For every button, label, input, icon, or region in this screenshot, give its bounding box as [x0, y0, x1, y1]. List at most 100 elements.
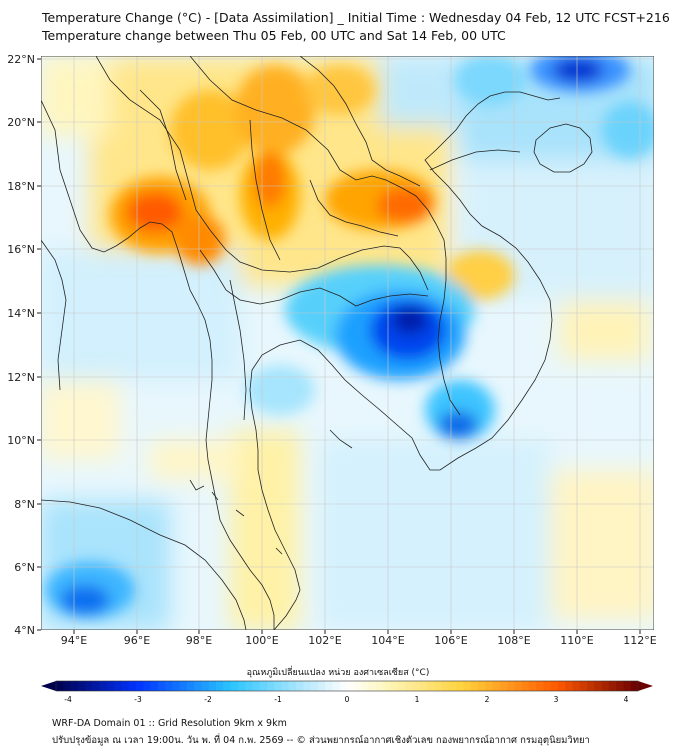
colorbar-cell [201, 681, 210, 691]
lon-label: 98°E [186, 634, 212, 647]
colorbar-cell [106, 681, 115, 691]
colorbar-cell [543, 681, 552, 691]
colorbar-cell [572, 681, 581, 691]
map-subtitle: Temperature change between Thu 05 Feb, 0… [42, 28, 506, 43]
colorbar-cell [456, 681, 464, 691]
colorbar-cell [608, 681, 617, 691]
colorbar-cell [165, 681, 173, 691]
colorbar-cell [143, 681, 151, 691]
colorbar-title: อุณหภูมิเปลี่ยนแปลง หน่วย องศาเซลเซียส (… [246, 668, 430, 678]
colorbar-cell [419, 681, 428, 691]
colorbar-cell [288, 681, 297, 691]
colorbar-cell [630, 681, 639, 691]
lat-label: 8°N [14, 498, 35, 511]
colorbar-cell [92, 681, 101, 691]
lat-label: 18°N [7, 180, 35, 193]
colorbar-cell [85, 681, 93, 691]
colorbar-cell [507, 681, 515, 691]
lon-label: 112°E [623, 634, 656, 647]
colorbar-cell [361, 681, 370, 691]
colorbar-cell [339, 681, 348, 691]
colorbar-cell [347, 681, 355, 691]
colorbar-cell [463, 681, 472, 691]
colorbar-cell [521, 681, 530, 691]
colorbar-cell [594, 681, 603, 691]
colorbar-cell [237, 681, 246, 691]
colorbar-cell [448, 681, 457, 691]
lat-label: 22°N [7, 53, 35, 66]
colorbar-cell [186, 681, 195, 691]
lat-label: 12°N [7, 371, 35, 384]
graticule [41, 56, 654, 630]
coastlines-and-borders [41, 56, 593, 630]
colorbar-cell [557, 681, 566, 691]
colorbar-cell [579, 681, 588, 691]
colorbar-cell [434, 681, 442, 691]
colorbar-cell [441, 681, 450, 691]
colorbar-cell [99, 681, 108, 691]
colorbar-cell [208, 681, 217, 691]
colorbar-cell [485, 681, 493, 691]
map-field [41, 56, 654, 630]
colorbar-cell [121, 681, 130, 691]
lat-label: 16°N [7, 243, 35, 256]
colorbar-cell [397, 681, 406, 691]
lon-label: 104°E [371, 634, 404, 647]
colorbar-outline [55, 680, 639, 692]
colorbar-cell [194, 681, 202, 691]
colorbar-cell [274, 681, 282, 691]
colorbar-cell [376, 681, 384, 691]
colorbar-cell [550, 681, 559, 691]
colorbar-cell [412, 681, 421, 691]
colorbar-cell [427, 681, 435, 691]
colorbar-cell [470, 681, 479, 691]
colorbar-cell [383, 681, 392, 691]
colorbar-cell [405, 681, 413, 691]
axis-ticks [37, 58, 641, 634]
colorbar-cell [368, 681, 377, 691]
map-title: Temperature Change (°C) - [Data Assimila… [42, 10, 670, 25]
colorbar-cell [616, 681, 624, 691]
lon-label: 96°E [124, 634, 150, 647]
colorbar-cell [77, 681, 86, 691]
colorbar-cell [310, 681, 319, 691]
colorbar-cell [514, 681, 523, 691]
colorbar-cell [354, 681, 362, 691]
latitude-labels: 22°N 20°N 18°N 16°N 14°N 12°N 10°N 8°N 6… [7, 53, 35, 637]
footer-model-info: WRF-DA Domain 01 :: Grid Resolution 9km … [52, 718, 287, 729]
lon-label: 106°E [434, 634, 467, 647]
colorbar-cell [587, 681, 595, 691]
colorbar-tick-label: 3 [554, 695, 559, 704]
colorbar-cell [157, 681, 166, 691]
colorbar-tick-label: -1 [274, 695, 282, 704]
colorbar-cell [477, 681, 486, 691]
lon-label: 102°E [308, 634, 341, 647]
lat-label: 14°N [7, 307, 35, 320]
colorbar-cell [179, 681, 188, 691]
colorbar-tick-label: 0 [345, 695, 350, 704]
colorbar-cell [528, 681, 537, 691]
colorbar-cell [601, 681, 610, 691]
lon-label: 108°E [497, 634, 530, 647]
colorbar-min-extension [41, 681, 56, 691]
colorbar-cell [499, 681, 508, 691]
lat-label: 6°N [14, 561, 35, 574]
colorbar-cell [332, 681, 341, 691]
colorbar-cell [390, 681, 399, 691]
colorbar-cell [128, 681, 137, 691]
field-detail [45, 56, 654, 618]
colorbar-cell [216, 681, 224, 691]
colorbar-tick-label: -4 [64, 695, 72, 704]
colorbar-tick-label: 1 [415, 695, 420, 704]
lat-label: 20°N [7, 116, 35, 129]
colorbar-cell [245, 681, 253, 691]
colorbar-cell [303, 681, 312, 691]
colorbar-cell [56, 681, 64, 691]
colorbar-cell [252, 681, 261, 691]
colorbar-max-extension [638, 681, 653, 691]
colorbar-cell [114, 681, 122, 691]
colorbar-cell [281, 681, 290, 691]
colorbar-tick-label: -2 [204, 695, 212, 704]
colorbar-cells [56, 681, 639, 691]
lat-label: 10°N [7, 434, 35, 447]
